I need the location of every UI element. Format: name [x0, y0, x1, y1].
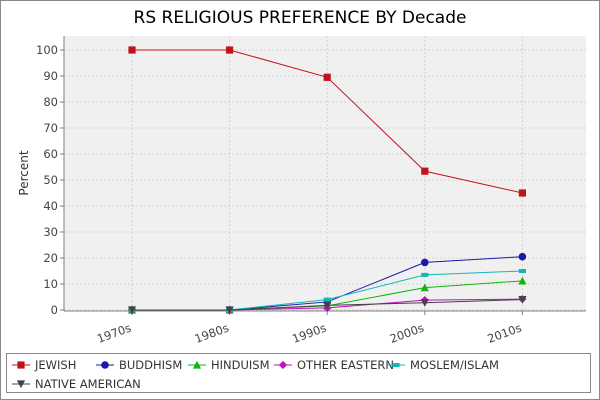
legend-label: OTHER EASTERN: [297, 358, 394, 372]
y-tick-label: 80: [43, 95, 58, 109]
legend-label: MOSLEM/ISLAM: [410, 358, 499, 372]
x-tick-label: 2000s: [388, 321, 426, 346]
legend-swatch: [274, 360, 292, 370]
legend-swatch: [387, 363, 405, 367]
y-tick-label: 10: [43, 277, 58, 291]
data-point: [518, 269, 526, 273]
legend-swatch: [96, 361, 114, 369]
x-tick-label: 2010s: [485, 321, 523, 346]
legend-label: JEWISH: [35, 358, 77, 372]
data-point: [225, 306, 234, 315]
legend-label: NATIVE AMERICAN: [35, 377, 141, 391]
y-tick-label: 70: [43, 121, 58, 135]
data-point: [127, 306, 137, 315]
y-axis-label: Percent: [17, 150, 31, 195]
y-tick-label: 90: [43, 69, 58, 83]
plot-area: [64, 36, 586, 311]
data-point: [421, 272, 429, 277]
legend-item: NATIVE AMERICAN: [11, 376, 141, 392]
series-native-american: [127, 296, 527, 315]
data-point: [323, 301, 332, 310]
legend-item: JEWISH: [11, 357, 76, 373]
legend-label: BUDDHISM: [119, 358, 183, 372]
legend-label: HINDUISM: [211, 358, 270, 372]
series-jewish: [128, 46, 526, 197]
y-tick-label: 0: [51, 303, 58, 317]
y-tick-label: 50: [43, 173, 58, 187]
legend-swatch: [12, 380, 30, 389]
legend-item: BUDDHISM: [95, 357, 182, 373]
data-point: [421, 258, 429, 267]
chart-title: RS RELIGIOUS PREFERENCE BY Decade: [134, 8, 467, 28]
x-tick-label: 1970s: [95, 321, 133, 346]
data-point: [518, 276, 527, 285]
y-tick-label: 20: [43, 251, 58, 265]
legend-item: OTHER EASTERN: [273, 357, 394, 373]
data-point: [226, 46, 234, 54]
data-point: [420, 299, 429, 307]
x-tick-label: 1980s: [193, 321, 231, 346]
series-lines: [127, 46, 527, 315]
data-point: [323, 73, 331, 81]
legend-item: MOSLEM/ISLAM: [386, 357, 499, 373]
y-tick-label: 30: [43, 225, 58, 239]
data-point: [128, 46, 136, 54]
legend-item: HINDUISM: [187, 357, 270, 373]
data-point: [518, 252, 527, 261]
legend-swatch: [188, 360, 206, 369]
y-tick-label: 60: [43, 147, 58, 161]
data-point: [323, 297, 331, 302]
legend: JEWISH BUDDHISM HINDUISM OTHER EASTERN MOSLE…: [6, 353, 591, 393]
x-tick-label: 1990s: [290, 321, 328, 346]
data-point: [421, 167, 429, 175]
legend-swatch: [12, 361, 30, 369]
data-point: [518, 296, 527, 304]
y-tick-label: 40: [43, 199, 58, 213]
data-point: [518, 189, 526, 197]
data-point: [420, 283, 429, 292]
y-tick-label: 100: [36, 43, 58, 57]
